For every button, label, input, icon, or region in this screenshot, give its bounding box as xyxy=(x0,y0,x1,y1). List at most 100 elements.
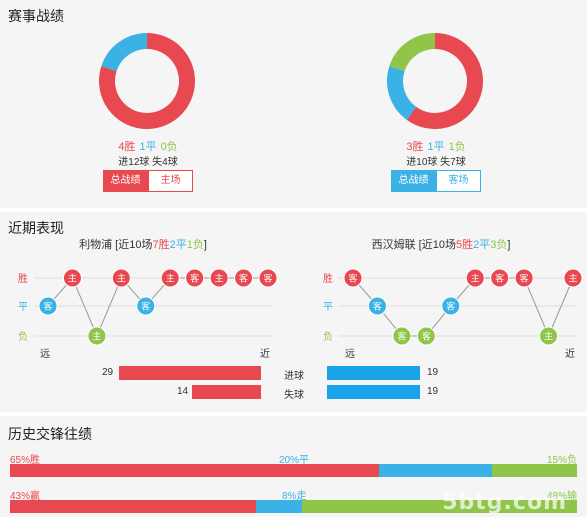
recent-section: 近期表现 利物浦 [近10场7胜2平1负] 西汉姆联 [近10场5胜2平3负] … xyxy=(0,212,587,412)
away-trend-chart: 胜平负客客客 客客主客客主主远近 xyxy=(323,268,583,360)
away-match-point-4[interactable]: 客 xyxy=(416,326,436,346)
svg-text:主: 主 xyxy=(117,273,126,285)
home-match-point-6[interactable]: 主 xyxy=(160,268,180,288)
home-filter: 总战绩 主场 xyxy=(48,170,248,192)
home-match-point-7[interactable]: 客 xyxy=(185,268,205,288)
home-match-point-3[interactable]: 主 xyxy=(87,326,107,346)
svg-text:客: 客 xyxy=(446,301,455,313)
home-win-count: 4胜 xyxy=(118,141,136,153)
home-match-point-9[interactable]: 客 xyxy=(234,268,254,288)
away-match-point-1[interactable]: 客 xyxy=(343,268,363,288)
away-summary-post: ] xyxy=(507,239,511,251)
away-match-point-7[interactable]: 客 xyxy=(490,268,510,288)
recent-title: 近期表现 xyxy=(8,220,64,236)
away-goals-for-bar xyxy=(327,366,420,380)
site-watermark: 5btg.com xyxy=(442,490,567,515)
goals-for-label: 进球 xyxy=(284,371,304,382)
away-ylabel-loss: 负 xyxy=(323,330,333,343)
svg-text:客: 客 xyxy=(422,331,431,343)
history-title: 历史交锋往绩 xyxy=(8,426,92,442)
history-result-segment-1 xyxy=(10,464,379,477)
home-donut-slice-draw xyxy=(101,33,148,72)
svg-text:主: 主 xyxy=(215,273,224,285)
home-match-point-8[interactable]: 主 xyxy=(209,268,229,288)
home-match-point-1[interactable]: 客 xyxy=(38,296,58,316)
away-donut-slice-draw xyxy=(387,66,417,120)
away-xlabel-far: 远 xyxy=(345,348,355,360)
goals-against-label: 失球 xyxy=(284,390,304,401)
svg-text:主: 主 xyxy=(166,273,175,285)
away-donut-chart xyxy=(387,33,483,129)
home-goals-against-bar xyxy=(192,385,261,399)
home-summary-pre: [近10场 xyxy=(115,239,153,251)
history-handicap-segment-1 xyxy=(10,500,257,513)
record-section: 赛事战绩 4胜 1平 0负 进12球 失4球 总战绩 主场 3胜 1平 1负 进10球 失… xyxy=(0,0,587,208)
away-match-point-6[interactable]: 主 xyxy=(465,268,485,288)
away-match-point-5[interactable]: 客 xyxy=(441,296,461,316)
away-venue-button[interactable]: 客场 xyxy=(436,170,481,192)
away-summary-pre: [近10场 xyxy=(418,239,456,251)
home-match-point-4[interactable]: 主 xyxy=(111,268,131,288)
history-result-segment-3 xyxy=(491,464,577,477)
away-xlabel-near: 近 xyxy=(565,347,575,360)
svg-text:客: 客 xyxy=(190,273,199,285)
record-title: 赛事战绩 xyxy=(8,8,64,24)
history-win-label: 65%胜 xyxy=(10,455,41,466)
history-handicap-loss-label: 48%输 xyxy=(546,491,577,502)
home-ylabel-draw: 平 xyxy=(18,302,28,313)
away-match-point-2[interactable]: 客 xyxy=(367,296,387,316)
away-goals-for-value: 19 xyxy=(427,367,439,378)
away-ylabel-win: 胜 xyxy=(323,273,333,285)
home-goals-against-value: 14 xyxy=(177,386,189,397)
home-ylabel-loss: 负 xyxy=(18,330,28,343)
home-summary-w: 7胜 xyxy=(152,239,170,251)
away-match-point-3[interactable]: 客 xyxy=(392,326,412,346)
away-win-count: 3胜 xyxy=(406,141,424,153)
away-stats: 3胜 1平 1负 xyxy=(336,138,536,154)
home-recent-header: 利物浦 [近10场7胜2平1负] xyxy=(8,236,278,252)
home-team-name: 利物浦 xyxy=(79,239,113,251)
home-xlabel-far: 远 xyxy=(40,348,50,360)
history-draw-label: 20%平 xyxy=(279,455,310,466)
svg-text:主: 主 xyxy=(544,331,553,343)
home-goals-for-bar xyxy=(119,366,261,380)
history-handicap-segment-2 xyxy=(256,500,303,513)
home-total-button[interactable]: 总战绩 xyxy=(103,170,148,192)
history-handicap-win-label: 43%赢 xyxy=(10,491,41,502)
home-xlabel-near: 近 xyxy=(260,347,270,360)
away-match-point-8[interactable]: 客 xyxy=(514,268,534,288)
history-handicap-push-label: 8%走 xyxy=(282,491,307,502)
svg-text:客: 客 xyxy=(263,273,272,285)
home-venue-button[interactable]: 主场 xyxy=(148,170,193,192)
home-draw-count: 1平 xyxy=(139,141,157,153)
home-summary-d: 2平 xyxy=(169,239,187,251)
home-donut-slice-win xyxy=(99,33,195,129)
history-loss-label: 15%负 xyxy=(546,455,577,466)
home-match-point-10[interactable]: 客 xyxy=(258,268,278,288)
away-match-point-9[interactable]: 主 xyxy=(539,326,559,346)
home-record: 4胜 1平 0负 进12球 失4球 总战绩 主场 xyxy=(48,0,248,208)
home-match-point-5[interactable]: 客 xyxy=(136,296,156,316)
away-match-point-10[interactable]: 主 xyxy=(563,268,583,288)
away-summary-w: 5胜 xyxy=(455,239,474,251)
home-match-point-2[interactable]: 主 xyxy=(62,268,82,288)
away-filter: 总战绩 客场 xyxy=(336,170,536,192)
svg-text:主: 主 xyxy=(471,273,480,285)
away-total-button[interactable]: 总战绩 xyxy=(391,170,436,192)
away-record: 3胜 1平 1负 进10球 失7球 总战绩 客场 xyxy=(336,0,536,208)
svg-text:客: 客 xyxy=(495,273,504,285)
svg-text:主: 主 xyxy=(92,331,101,343)
away-donut-slice-loss xyxy=(389,33,436,72)
home-goals: 进12球 失4球 xyxy=(118,157,178,168)
away-draw-count: 1平 xyxy=(427,141,445,153)
history-section: 历史交锋往绩 65%胜 20%平 15%负 43%赢 8%走 48%输 5btg… xyxy=(0,416,587,517)
home-goals-for-value: 29 xyxy=(102,367,114,378)
svg-text:客: 客 xyxy=(520,273,529,285)
away-goals: 进10球 失7球 xyxy=(406,157,466,168)
away-summary-d: 2平 xyxy=(473,239,491,251)
home-ylabel-win: 胜 xyxy=(18,273,28,285)
home-stats: 4胜 1平 0负 xyxy=(48,138,248,154)
svg-text:客: 客 xyxy=(239,273,248,285)
history-result-segment-2 xyxy=(378,464,492,477)
home-summary-post: ] xyxy=(203,239,207,251)
